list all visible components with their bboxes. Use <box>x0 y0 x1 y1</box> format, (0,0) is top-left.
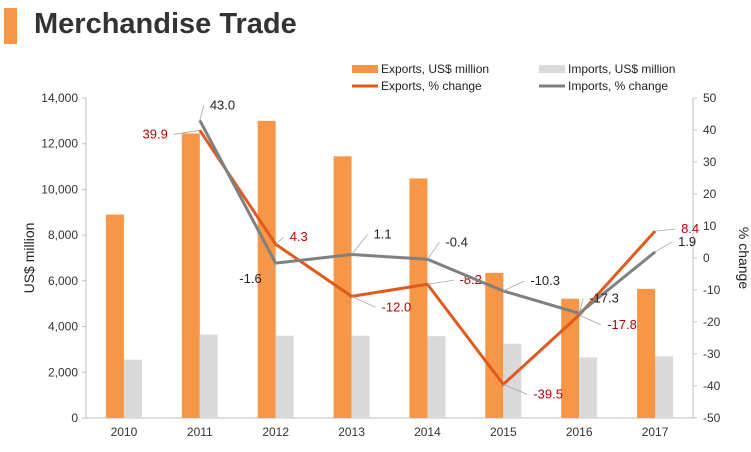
y-axis-left-tick-label: 10,000 <box>41 182 78 196</box>
y-axis-right-tick-label: 30 <box>703 155 717 169</box>
x-axis-tick-label: 2013 <box>338 425 365 439</box>
y-axis-left-tick-label: 14,000 <box>41 91 78 105</box>
imports-bar <box>579 357 598 418</box>
exports-change-label: -12.0 <box>382 299 412 314</box>
y-axis-right-tick-label: 0 <box>703 251 710 265</box>
data-label-leader <box>655 228 676 232</box>
legend-imports-bars-swatch <box>539 65 565 73</box>
y-axis-right-tick-label: 10 <box>703 219 717 233</box>
x-axis-tick-label: 2012 <box>262 425 289 439</box>
y-axis-right-tick-label: 40 <box>703 123 717 137</box>
y-axis-left-tick-label: 0 <box>71 411 78 425</box>
x-axis-tick-label: 2015 <box>490 425 517 439</box>
data-label-leader <box>427 242 440 260</box>
data-label-leader <box>351 234 368 255</box>
imports-bar <box>123 359 142 418</box>
y-axis-left-tick-label: 8,000 <box>48 228 78 242</box>
exports-change-label: -17.8 <box>607 317 637 332</box>
imports-bar <box>199 334 218 418</box>
data-label-leader <box>654 241 673 253</box>
data-label-leader <box>351 296 376 308</box>
data-label-leader <box>579 314 602 326</box>
y-axis-right-tick-label: -50 <box>703 411 721 425</box>
y-axis-right-tick-label: -10 <box>703 283 721 297</box>
x-axis-tick-label: 2017 <box>642 425 669 439</box>
legend-exports-change-label: Exports, % change <box>381 79 482 93</box>
imports-change-label: 1.9 <box>678 234 696 249</box>
exports-bar <box>409 178 428 418</box>
imports-bar <box>503 343 522 418</box>
y-axis-left-tick-label: 2,000 <box>48 365 78 379</box>
exports-bar <box>257 120 276 418</box>
exports-change-label: 4.3 <box>290 229 308 244</box>
y-axis-right-tick-label: -20 <box>703 315 721 329</box>
legend-imports-bars-label: Imports, US$ million <box>568 62 675 76</box>
exports-bar <box>637 288 656 418</box>
y-axis-right-tick-label: 50 <box>703 91 717 105</box>
y-axis-right-tick-label: -40 <box>703 379 721 393</box>
exports-change-label: 8.4 <box>681 221 699 236</box>
exports-bar <box>105 214 124 418</box>
exports-bar <box>485 272 504 418</box>
imports-change-label: -1.6 <box>239 271 261 286</box>
y-axis-right-title: % change <box>736 227 751 289</box>
exports-bar <box>181 133 200 418</box>
legend-imports-change-label: Imports, % change <box>568 79 668 93</box>
legend-exports-bars-label: Exports, US$ million <box>381 62 489 76</box>
page-title: Merchandise Trade <box>34 8 297 40</box>
data-label-leader <box>578 298 584 314</box>
x-axis-tick-label: 2016 <box>566 425 593 439</box>
x-axis-tick-label: 2010 <box>111 425 138 439</box>
imports-bar <box>351 335 370 418</box>
data-label-leader <box>503 384 528 395</box>
imports-bar <box>427 336 446 418</box>
imports-bar <box>275 335 294 418</box>
imports-change-label: -10.3 <box>530 273 560 288</box>
data-label-leader <box>503 280 525 292</box>
data-label-leader <box>267 262 277 280</box>
data-label-leader <box>173 129 200 135</box>
y-axis-right-tick-label: 20 <box>703 187 717 201</box>
imports-change-label: -0.4 <box>445 234 467 249</box>
y-axis-left-tick-label: 12,000 <box>41 137 78 151</box>
legend-exports-bars-swatch <box>352 65 378 73</box>
exports-bar <box>333 156 352 419</box>
y-axis-right-tick-label: -30 <box>703 347 721 361</box>
imports-change-label: 43.0 <box>210 97 235 112</box>
imports-bar <box>655 356 674 418</box>
imports-change-label: -17.3 <box>589 290 619 305</box>
title-accent-bar <box>4 8 17 44</box>
imports-change-label: 1.1 <box>374 226 392 241</box>
data-label-leader <box>275 236 284 245</box>
data-label-leader <box>427 279 454 285</box>
x-axis-tick-label: 2011 <box>187 425 213 439</box>
exports-change-label: -39.5 <box>533 386 563 401</box>
y-axis-left-tick-label: 6,000 <box>48 274 78 288</box>
data-label-leader <box>199 105 205 121</box>
exports-change-label: 39.9 <box>143 126 168 141</box>
x-axis-tick-label: 2014 <box>414 425 441 439</box>
y-axis-left-title: US$ million <box>21 223 37 294</box>
y-axis-left-tick-label: 4,000 <box>48 320 78 334</box>
